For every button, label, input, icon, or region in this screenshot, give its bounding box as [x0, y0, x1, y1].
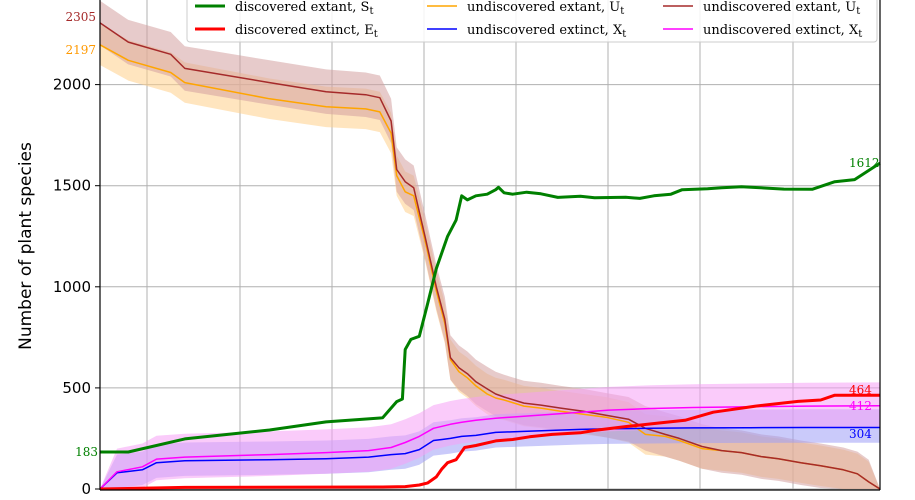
end-label: 2305: [65, 10, 96, 24]
end-label: 2197: [65, 43, 96, 57]
legend-label: undiscovered extinct, Xt: [467, 23, 626, 40]
series-line-undiscovered-extinct-xt-magenta-: [99, 404, 881, 490]
y-tick-label: 1000: [53, 278, 91, 296]
axes: [99, 0, 881, 491]
end-labels: 2305 2197 183 1612 464 412 304: [65, 10, 879, 459]
y-tick-label: 2000: [53, 76, 91, 94]
series-lines: [99, 22, 881, 491]
series-line-undiscovered-extinct-xt-blue-: [99, 426, 880, 490]
legend-box: [186, 0, 878, 43]
y-tick-label: 500: [62, 379, 91, 397]
legend-label: undiscovered extinct, Xt: [703, 23, 862, 40]
series-line-discovered-extinct-et: [99, 393, 880, 491]
y-tick-label: 0: [81, 480, 91, 498]
series-line-undiscovered-extant-ut-brown-: [99, 22, 881, 490]
y-axis-ticks: 0 500 1000 1500 2000: [53, 76, 100, 498]
legend: discovered extant, St discovered extinct,…: [186, 0, 878, 43]
band-undiscovered-extinct-xt-magenta-: [100, 382, 880, 489]
series-line-discovered-extant-st: [100, 161, 881, 454]
legend-label: discovered extant, St: [235, 0, 373, 17]
end-label: 1612: [849, 156, 880, 170]
legend-label: discovered extinct, Et: [235, 23, 378, 40]
legend-label: undiscovered extant, Ut: [467, 0, 624, 17]
end-label: 464: [849, 383, 872, 397]
y-axis-title: Number of plant species: [16, 142, 36, 350]
y-tick-label: 1500: [53, 177, 91, 195]
end-label: 304: [849, 427, 872, 441]
legend-label: undiscovered extant, Ut: [703, 0, 860, 17]
end-label: 183: [75, 445, 98, 459]
end-label: 412: [849, 399, 872, 413]
